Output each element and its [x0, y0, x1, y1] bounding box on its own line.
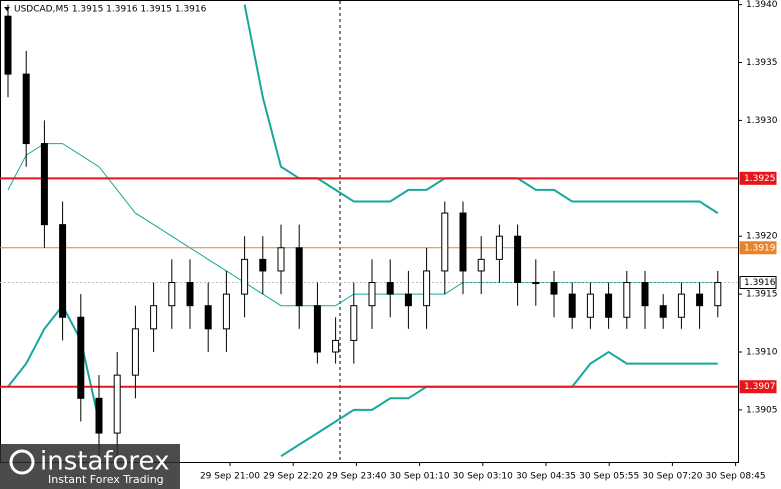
candle-body — [77, 316, 85, 399]
y-tick-label: 1.3940 — [746, 0, 778, 10]
candle-body — [677, 293, 685, 318]
candle-body — [477, 258, 485, 272]
y-tick-label: 1.3910 — [746, 348, 778, 358]
candle-body — [568, 293, 576, 318]
candle-body — [659, 305, 667, 318]
x-tick-label: 29 Sep 21:00 — [200, 472, 260, 482]
candle-body — [222, 293, 230, 330]
candle-body — [441, 212, 449, 272]
candle-body — [95, 397, 103, 434]
price-level-label: 1.3907 — [744, 382, 776, 392]
candle-body — [532, 282, 540, 285]
candle-body — [131, 328, 139, 376]
candle-body — [259, 258, 267, 272]
y-tick-label: 1.3935 — [746, 58, 778, 68]
candle-body — [714, 282, 722, 307]
x-tick-label: 30 Sep 03:10 — [453, 472, 513, 482]
candle-body — [386, 282, 394, 295]
candle-body — [696, 293, 704, 307]
indicator-line — [7, 143, 718, 307]
candle-body — [186, 282, 194, 307]
candle-body — [586, 293, 594, 318]
candle-body — [495, 235, 503, 260]
candle-body — [423, 270, 431, 307]
price-level-box — [739, 241, 777, 255]
x-tick-label: 30 Sep 01:10 — [390, 472, 450, 482]
plot-frame — [0, 0, 739, 463]
candle-body — [605, 293, 613, 318]
y-tick-label: 1.3930 — [746, 116, 778, 126]
price-level-box — [739, 276, 777, 290]
candle-body — [168, 282, 176, 307]
watermark-brand: instaforex — [40, 447, 169, 477]
candle-body — [623, 282, 631, 318]
watermark-tagline: Instant Forex Trading — [48, 473, 164, 486]
watermark: instaforex Instant Forex Trading — [0, 444, 180, 489]
price-level-label: 1.3919 — [744, 243, 776, 253]
candle-body — [22, 73, 30, 145]
candle-body — [404, 293, 412, 307]
price-level-box — [739, 380, 777, 394]
candle-body — [459, 212, 467, 272]
x-tick-label: 29 Sep 23:40 — [326, 472, 386, 482]
candle-body — [350, 305, 358, 341]
watermark-logo — [9, 449, 35, 475]
x-tick-label: 29 Sep 22:20 — [263, 472, 323, 482]
candle-body — [113, 374, 121, 434]
candle-body — [332, 339, 340, 353]
candle-body — [313, 305, 321, 353]
candle-body — [295, 247, 303, 307]
candle-body — [4, 15, 12, 75]
price-level-label: 1.3925 — [744, 174, 776, 184]
x-tick-label: 30 Sep 04:35 — [516, 472, 576, 482]
x-tick-label: 30 Sep 05:55 — [579, 472, 639, 482]
candle-body — [514, 235, 522, 284]
chart-title: USDCAD,M5 1.3915 1.3916 1.3915 1.3916 — [14, 5, 207, 15]
candle-body — [277, 247, 285, 272]
candle-body — [241, 258, 249, 295]
candle-body — [641, 282, 649, 307]
y-tick-label: 1.3920 — [746, 232, 778, 242]
x-tick-label: 30 Sep 07:20 — [642, 472, 702, 482]
candle-body — [550, 282, 558, 295]
candle-body — [40, 143, 48, 226]
candle-body — [204, 305, 212, 330]
candle-body — [368, 282, 376, 307]
y-tick-label: 1.3905 — [746, 405, 778, 415]
watermark-bg — [0, 444, 180, 489]
candle-body — [59, 224, 67, 318]
price-level-box — [739, 171, 777, 185]
x-tick-label: 30 Sep 08:45 — [706, 472, 766, 482]
candle-body — [150, 305, 158, 330]
y-tick-label: 1.3915 — [746, 290, 778, 300]
price-level-label: 1.3916 — [744, 278, 776, 288]
